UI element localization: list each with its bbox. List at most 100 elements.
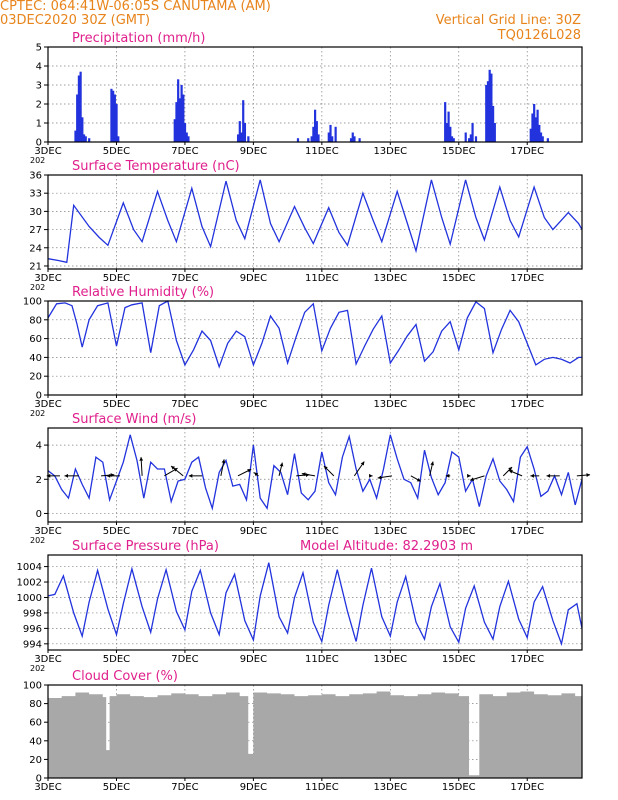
wind-vector-head: [301, 472, 306, 477]
y-tick-label: 3: [36, 81, 42, 92]
precip-bar: [536, 109, 539, 142]
x-tick-label: 7DEC: [171, 654, 198, 665]
panel-title: Precipitation (mm/h): [72, 31, 205, 46]
y-tick-label: 996: [23, 624, 42, 635]
x-tick-label: 5DEC: [103, 526, 130, 537]
wind-vector-head: [254, 472, 259, 477]
precip-bar: [349, 138, 353, 142]
y-tick-label: 2: [36, 475, 42, 486]
wind-vector-head: [508, 467, 513, 471]
precip-bar: [444, 102, 447, 142]
x-tick-label: 13DEC: [373, 526, 407, 537]
x-tick-label: 9DEC: [240, 654, 267, 665]
precip-bar: [471, 123, 474, 142]
x-tick-label: 17DEC: [510, 654, 544, 665]
plot-frame: [47, 554, 583, 651]
x-tick-label: 7DEC: [171, 782, 198, 793]
wind-vector-head: [377, 475, 382, 480]
precip-bar: [117, 136, 120, 142]
precip-bar: [329, 124, 332, 142]
precip-bar: [88, 138, 91, 142]
precip-bar: [82, 134, 86, 142]
series-line: [47, 562, 583, 647]
wind-vector-head: [467, 473, 471, 478]
precip-bar: [474, 136, 478, 142]
y-tick-label: 40: [29, 736, 42, 747]
wind-vector-head: [416, 477, 421, 482]
x-tick-label: 17DEC: [510, 526, 544, 537]
wind-vector-head: [64, 473, 69, 478]
x-tick-label: 5DEC: [103, 273, 130, 284]
wind-vector-head: [508, 469, 513, 474]
precip-bar: [447, 111, 450, 142]
plot-frame: [47, 46, 583, 143]
x-tick-label: 5DEC: [103, 782, 130, 793]
wind-vector-head: [546, 473, 551, 478]
plot-frame: [47, 174, 583, 270]
precip-bar: [178, 98, 181, 142]
precip-bar: [317, 134, 320, 142]
y-tick-label: 30: [29, 207, 42, 218]
wind-vector-head: [530, 473, 534, 478]
grid-line-header: Vertical Grid Line: 30Z: [435, 13, 581, 28]
x-tick-label: 17DEC: [510, 146, 544, 157]
precip-bar: [485, 85, 488, 142]
year-stub-label: 202: [30, 283, 45, 292]
precip-bar: [247, 136, 250, 142]
x-tick-label: 17DEC: [510, 399, 544, 410]
panel-title: Relative Humidity (%): [72, 285, 214, 300]
precip-bar: [351, 132, 354, 142]
panel-title: Surface Wind (m/s): [72, 412, 196, 427]
x-tick-label: 9DEC: [240, 399, 267, 410]
precip-bar: [112, 90, 115, 142]
y-tick-label: 100: [23, 681, 42, 692]
y-tick-label: 60: [29, 718, 42, 729]
x-tick-label: 11DEC: [305, 782, 339, 793]
wind-vector-head: [221, 459, 226, 464]
precip-bar: [546, 138, 549, 142]
precip-bar: [486, 81, 490, 142]
x-tick-label: 13DEC: [373, 273, 407, 284]
precip-bar: [307, 138, 310, 142]
precip-bar: [238, 121, 241, 142]
x-tick-label: 11DEC: [305, 654, 339, 665]
wind-vector-head: [586, 473, 591, 477]
x-tick-label: 9DEC: [240, 782, 267, 793]
precip-bar: [84, 136, 87, 142]
x-tick-label: 5DEC: [103, 146, 130, 157]
precip-bar: [185, 132, 188, 142]
wind-vector-head: [323, 465, 328, 470]
precip-bar: [113, 94, 116, 142]
x-tick-label: 13DEC: [373, 146, 407, 157]
plot-frame: [47, 427, 583, 523]
x-tick-label: 11DEC: [305, 273, 339, 284]
model-altitude-label: Model Altitude: 82.2903 m: [300, 539, 473, 554]
precip-bar: [492, 105, 495, 142]
precip-bar: [541, 136, 544, 142]
x-tick-label: 5DEC: [103, 399, 130, 410]
x-tick-label: 9DEC: [240, 526, 267, 537]
year-stub-label: 202: [30, 156, 45, 165]
precip-bar: [115, 104, 118, 142]
wind-vector-head: [430, 461, 435, 466]
precip-bar: [469, 134, 472, 142]
x-tick-label: 15DEC: [442, 654, 476, 665]
y-tick-label: 0: [36, 509, 42, 520]
y-tick-label: 36: [29, 171, 42, 182]
x-tick-label: 7DEC: [171, 399, 198, 410]
y-tick-label: 21: [29, 261, 42, 272]
y-tick-label: 33: [29, 189, 42, 200]
precip-bar: [310, 136, 313, 142]
wind-vector-head: [110, 473, 115, 477]
y-tick-label: 1002: [17, 578, 42, 589]
x-tick-label: 15DEC: [442, 782, 476, 793]
y-tick-label: 100: [23, 297, 42, 308]
precip-bar: [180, 85, 183, 142]
precip-bar: [445, 123, 448, 142]
precip-bar: [183, 123, 187, 142]
x-tick-label: 17DEC: [510, 273, 544, 284]
precip-bar: [182, 94, 185, 142]
precip-bar: [531, 113, 534, 142]
wind-vector-head: [445, 473, 450, 478]
